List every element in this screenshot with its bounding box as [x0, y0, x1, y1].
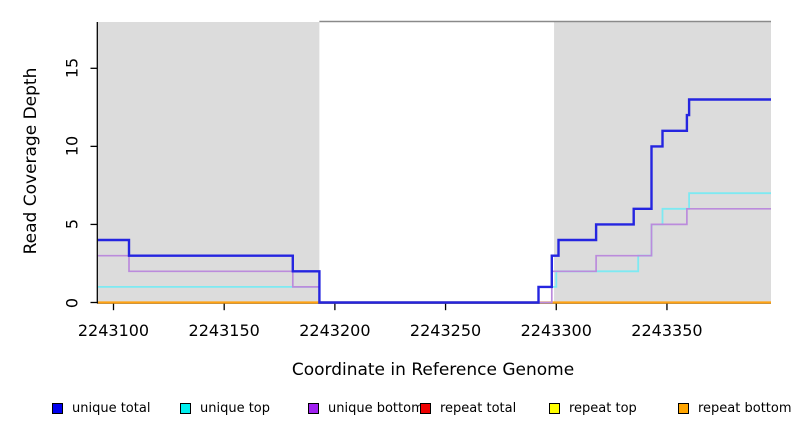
x-tick-label: 2243350: [631, 321, 703, 340]
y-axis-title: Read Coverage Depth: [21, 67, 41, 255]
legend-swatch-icon: [180, 402, 191, 414]
legend-label: unique top: [200, 400, 271, 416]
legend-item-repeat-bottom: repeat bottom: [678, 400, 792, 416]
highlight-region: [98, 22, 320, 303]
legend-item-unique-top: unique top: [180, 400, 270, 416]
legend-swatch-icon: [420, 402, 431, 414]
series-unique-total: [98, 98, 771, 304]
x-tick-label: 2243150: [188, 321, 260, 340]
legend-label: unique total: [72, 400, 151, 416]
legend-swatch-icon: [52, 402, 63, 414]
legend-item-repeat-top: repeat top: [549, 400, 637, 416]
y-tick-label: 15: [62, 58, 82, 79]
highlight-region: [554, 22, 771, 303]
legend-label: repeat top: [569, 400, 637, 416]
x-tick-label: 2243300: [520, 321, 592, 340]
y-tick-label: 0: [62, 297, 82, 308]
legend-item-unique-bottom: unique bottom: [308, 400, 424, 416]
legend-label: repeat total: [440, 400, 517, 416]
legend-label: unique bottom: [328, 400, 424, 416]
legend-swatch-icon: [549, 402, 560, 414]
legend-swatch-icon: [308, 402, 319, 414]
x-tick-label: 2243100: [77, 321, 150, 340]
legend-label: repeat bottom: [698, 400, 792, 416]
legend-item-repeat-total: repeat total: [420, 400, 516, 416]
legend-item-unique-total: unique total: [52, 400, 150, 416]
legend-swatch-icon: [678, 402, 689, 414]
x-tick-label: 2243250: [409, 321, 482, 340]
y-tick-label: 10: [62, 136, 82, 157]
x-axis-title: Coordinate in Reference Genome: [291, 360, 575, 380]
x-tick-label: 2243200: [299, 321, 371, 340]
y-tick-label: 5: [62, 219, 82, 230]
